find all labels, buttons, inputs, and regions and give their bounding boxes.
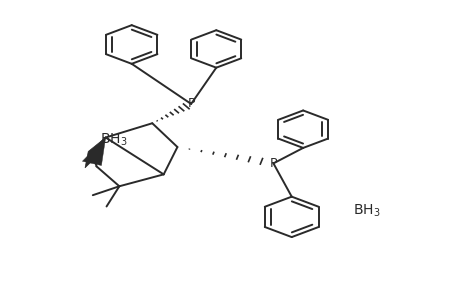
Polygon shape (85, 137, 106, 168)
Polygon shape (82, 137, 106, 166)
Text: BH$_3$: BH$_3$ (100, 131, 127, 148)
Text: BH$_3$: BH$_3$ (353, 203, 380, 219)
Text: P: P (269, 157, 277, 170)
Text: P: P (187, 98, 195, 110)
